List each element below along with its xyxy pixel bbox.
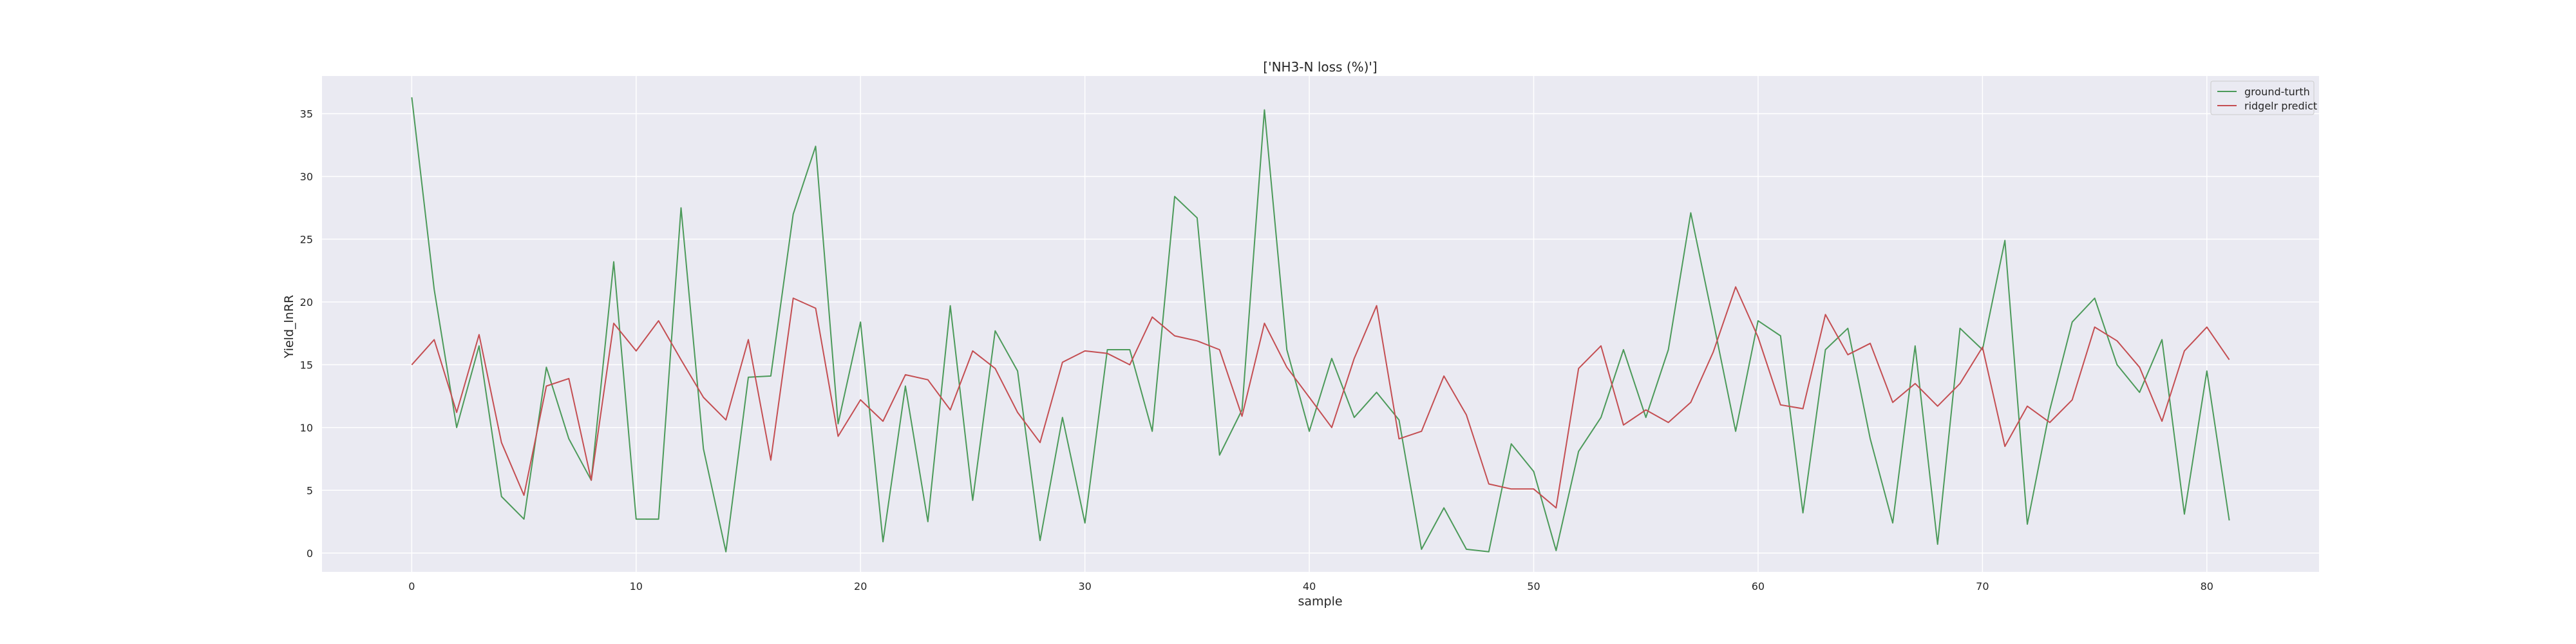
y-tick-label: 0 [307, 547, 313, 560]
y-tick-label: 15 [300, 359, 313, 371]
y-tick-label: 35 [300, 108, 313, 120]
x-tick-label: 80 [2201, 580, 2213, 592]
tick-labels: 0 10 20 30 40 50 60 70 80 0 5 10 15 20 25 30 35 [300, 108, 2213, 592]
x-tick-label: 20 [854, 580, 867, 592]
x-tick-label: 60 [1752, 580, 1765, 592]
legend-label-ridgelr-predict: ridgelr predict [2244, 100, 2317, 112]
legend: ground-turth ridgelr predict [2210, 80, 2317, 115]
x-axis-label: sample [1298, 594, 1342, 609]
x-tick-label: 0 [408, 580, 415, 592]
y-tick-label: 20 [300, 296, 313, 308]
series-line-ridgelr-predict [411, 286, 2230, 509]
y-tick-label: 5 [307, 484, 313, 497]
chart-title: ['NH3-N loss (%)'] [1263, 59, 1377, 75]
x-tick-label: 10 [630, 580, 643, 592]
plot-background [322, 76, 2319, 572]
x-tick-label: 40 [1303, 580, 1316, 592]
y-tick-label: 25 [300, 233, 313, 245]
legend-label-ground-turth: ground-turth [2244, 86, 2310, 98]
x-tick-label: 30 [1078, 580, 1091, 592]
series-lines [411, 97, 2230, 553]
series-line-ground-turth [411, 97, 2230, 553]
y-axis-label: Yield_lnRR [282, 295, 296, 359]
y-tick-label: 10 [300, 422, 313, 434]
y-tick-label: 30 [300, 171, 313, 183]
x-tick-label: 50 [1527, 580, 1540, 592]
x-tick-label: 70 [1976, 580, 1989, 592]
